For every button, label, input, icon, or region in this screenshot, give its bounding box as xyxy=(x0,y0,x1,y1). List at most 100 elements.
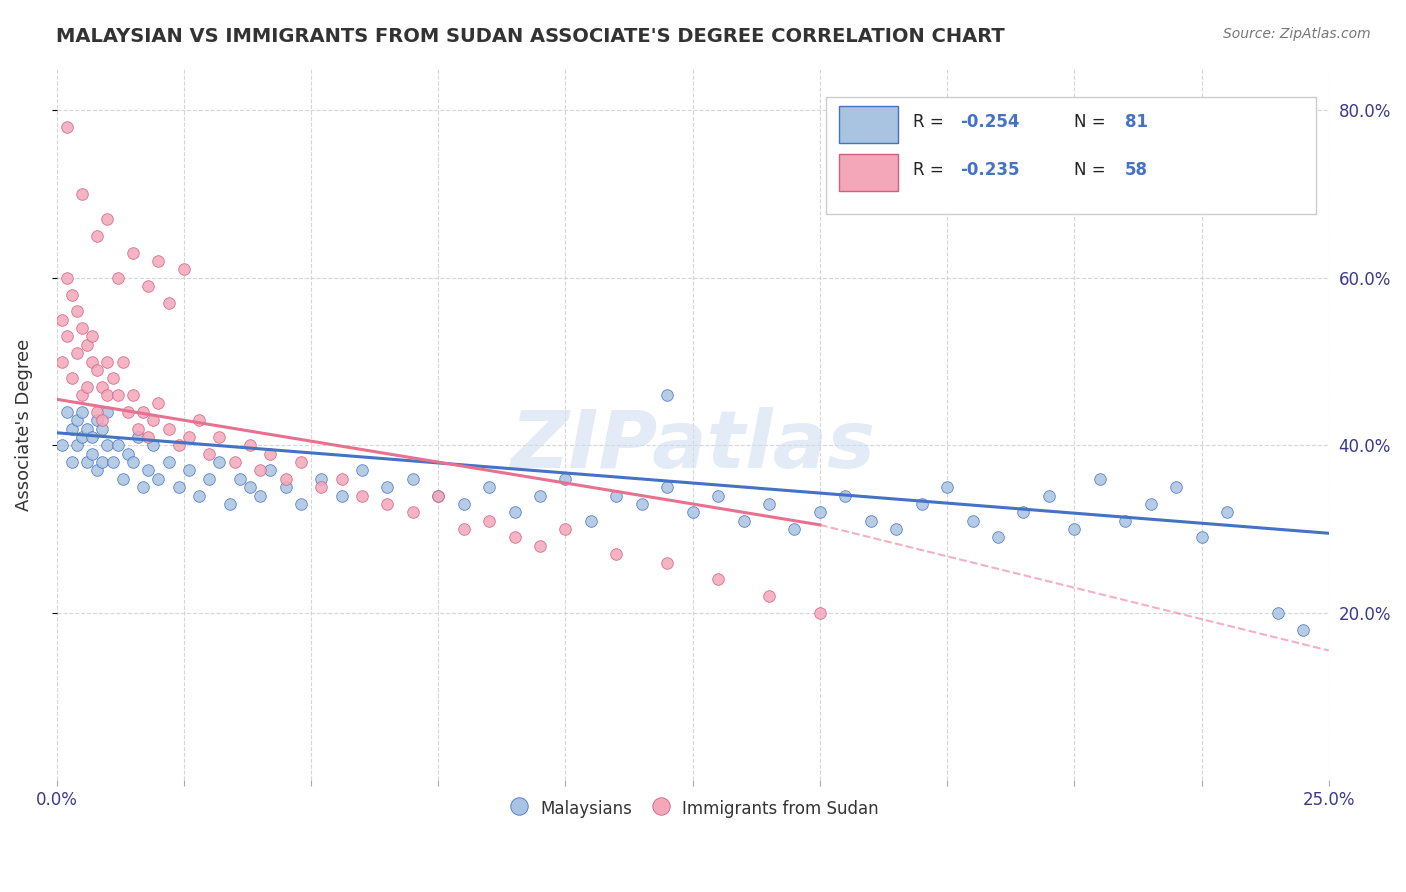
Point xyxy=(70,388,93,402)
Text: 58: 58 xyxy=(1125,161,1149,178)
Point xyxy=(86,413,108,427)
Point xyxy=(427,489,450,503)
Point xyxy=(142,413,165,427)
Point xyxy=(66,413,89,427)
Text: N =: N = xyxy=(1074,161,1111,178)
Point xyxy=(136,279,159,293)
Point xyxy=(82,354,104,368)
Point xyxy=(96,405,118,419)
Point xyxy=(529,539,551,553)
Point xyxy=(274,472,297,486)
FancyBboxPatch shape xyxy=(839,154,897,191)
Point xyxy=(107,438,129,452)
Point xyxy=(101,371,124,385)
Point xyxy=(56,120,79,135)
Point xyxy=(218,497,240,511)
Point xyxy=(66,304,89,318)
Point xyxy=(1088,472,1111,486)
Point xyxy=(66,438,89,452)
Point xyxy=(808,606,831,620)
Point xyxy=(70,430,93,444)
Text: Source: ZipAtlas.com: Source: ZipAtlas.com xyxy=(1223,27,1371,41)
Point xyxy=(239,438,262,452)
Point xyxy=(478,514,501,528)
Point xyxy=(1012,505,1035,519)
Point xyxy=(51,312,73,326)
Point xyxy=(1216,505,1239,519)
Point xyxy=(707,572,730,586)
Point xyxy=(70,187,93,202)
Point xyxy=(86,405,108,419)
Point xyxy=(453,522,475,536)
Point xyxy=(86,463,108,477)
Point xyxy=(884,522,907,536)
Point xyxy=(167,438,190,452)
Point xyxy=(117,405,139,419)
Point xyxy=(148,472,170,486)
Point xyxy=(936,480,959,494)
Point xyxy=(188,413,211,427)
Text: ZIPatlas: ZIPatlas xyxy=(510,407,875,484)
Point xyxy=(56,329,79,343)
Point xyxy=(402,472,425,486)
Text: -0.235: -0.235 xyxy=(960,161,1019,178)
Point xyxy=(167,480,190,494)
Point xyxy=(51,438,73,452)
Point xyxy=(503,531,526,545)
Point xyxy=(82,447,104,461)
Point xyxy=(758,589,780,603)
Point xyxy=(86,229,108,244)
Point xyxy=(290,497,312,511)
Point xyxy=(1038,489,1060,503)
Point xyxy=(554,472,576,486)
Point xyxy=(96,212,118,227)
Point xyxy=(1292,623,1315,637)
Point xyxy=(127,430,149,444)
Point xyxy=(229,472,252,486)
Point xyxy=(682,505,704,519)
Point xyxy=(859,514,882,528)
Point xyxy=(96,388,118,402)
Point xyxy=(96,354,118,368)
Point xyxy=(91,413,114,427)
Point xyxy=(60,371,83,385)
Point xyxy=(453,497,475,511)
Point xyxy=(1191,531,1213,545)
Point xyxy=(122,388,145,402)
Point xyxy=(1164,480,1187,494)
Point xyxy=(177,463,200,477)
Point xyxy=(657,388,679,402)
Point xyxy=(733,514,755,528)
Point xyxy=(249,463,271,477)
Point xyxy=(707,489,730,503)
Point xyxy=(91,455,114,469)
Point xyxy=(605,489,627,503)
Point xyxy=(208,430,231,444)
Point xyxy=(529,489,551,503)
Point xyxy=(66,346,89,360)
Point xyxy=(60,421,83,435)
Point xyxy=(350,463,373,477)
Point xyxy=(630,497,652,511)
Point xyxy=(96,438,118,452)
Point xyxy=(249,489,271,503)
Point xyxy=(107,388,129,402)
Point xyxy=(117,447,139,461)
Point xyxy=(1267,606,1289,620)
FancyBboxPatch shape xyxy=(827,97,1316,214)
Point xyxy=(290,455,312,469)
FancyBboxPatch shape xyxy=(839,106,897,144)
Point xyxy=(834,489,856,503)
Point xyxy=(86,363,108,377)
Point xyxy=(259,447,281,461)
Point xyxy=(579,514,602,528)
Point xyxy=(60,455,83,469)
Point xyxy=(657,480,679,494)
Point xyxy=(148,396,170,410)
Y-axis label: Associate's Degree: Associate's Degree xyxy=(15,338,32,510)
Point xyxy=(91,421,114,435)
Point xyxy=(76,338,98,352)
Point xyxy=(132,480,155,494)
Point xyxy=(70,405,93,419)
Point xyxy=(188,489,211,503)
